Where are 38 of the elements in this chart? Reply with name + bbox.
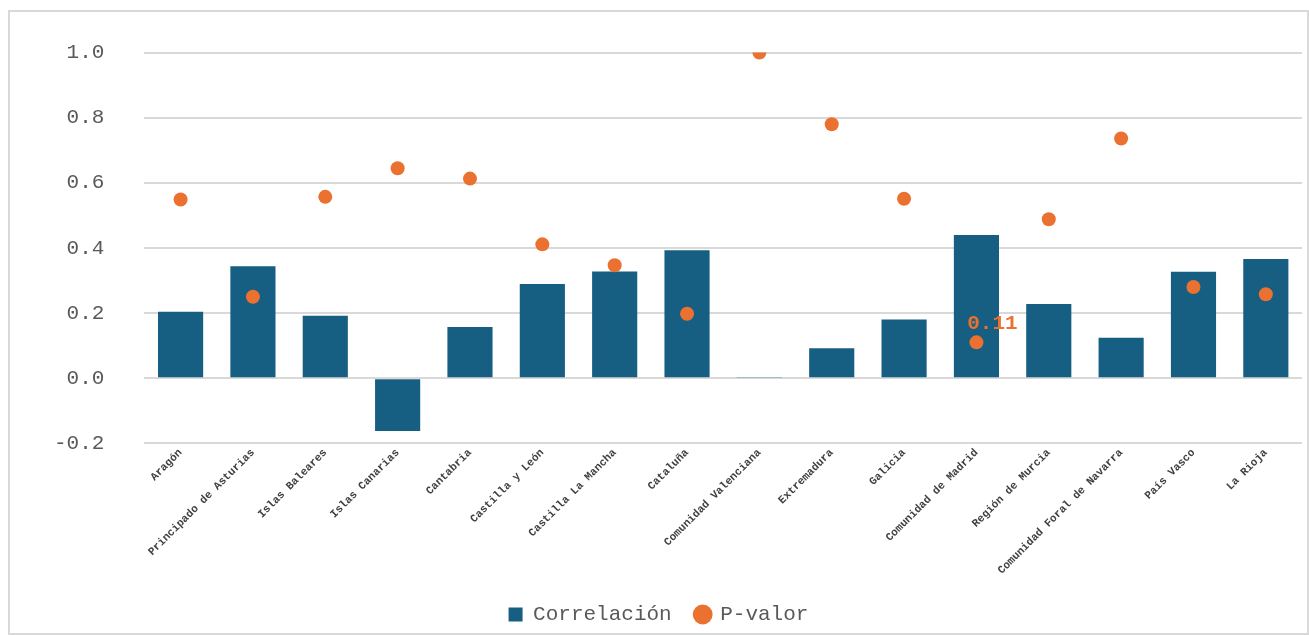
bar bbox=[1170, 271, 1217, 378]
bar bbox=[230, 266, 276, 378]
legend-label: P-valor bbox=[720, 603, 809, 627]
bar bbox=[881, 319, 927, 378]
legend-label: Correlación bbox=[533, 603, 672, 627]
bar bbox=[592, 271, 638, 378]
point bbox=[969, 335, 984, 350]
point bbox=[1114, 131, 1129, 146]
point bbox=[1041, 212, 1056, 227]
point bbox=[173, 192, 188, 207]
point bbox=[680, 306, 695, 321]
y-tick-label: 0.8 bbox=[66, 106, 105, 130]
point bbox=[535, 237, 550, 252]
point bbox=[462, 171, 477, 186]
bar bbox=[375, 379, 421, 431]
y-tick-label: 0.6 bbox=[66, 171, 105, 195]
point bbox=[607, 258, 622, 273]
bar bbox=[158, 311, 204, 378]
bar bbox=[447, 327, 493, 378]
bar bbox=[809, 348, 855, 378]
point bbox=[318, 189, 333, 204]
point bbox=[1186, 280, 1201, 295]
bar bbox=[1098, 337, 1144, 378]
bar bbox=[1026, 303, 1072, 378]
y-tick-label: 0.2 bbox=[66, 301, 105, 325]
point bbox=[824, 117, 839, 132]
y-tick-label: 0.4 bbox=[66, 236, 105, 260]
y-tick-label: 1.0 bbox=[66, 41, 105, 65]
bar bbox=[519, 284, 565, 378]
y-tick-label: -0.2 bbox=[53, 431, 105, 455]
bar bbox=[1243, 259, 1289, 378]
point bbox=[1258, 287, 1273, 302]
point bbox=[245, 289, 260, 304]
bar bbox=[302, 315, 348, 378]
point bbox=[390, 161, 405, 176]
y-tick-label: 0.0 bbox=[66, 366, 105, 390]
point bbox=[897, 191, 912, 206]
bar bbox=[664, 250, 710, 378]
